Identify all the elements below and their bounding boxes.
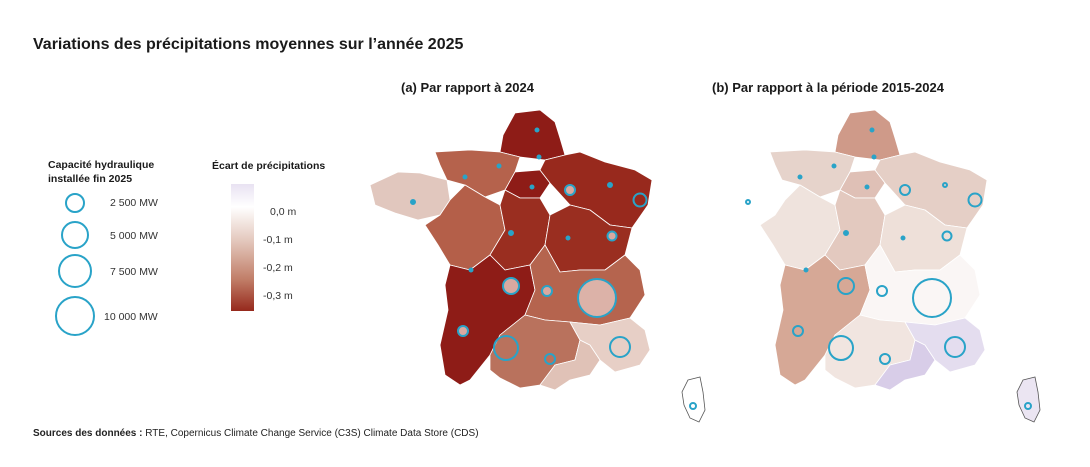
hydro-circle-b bbox=[828, 335, 854, 361]
hydro-circle-a bbox=[564, 184, 576, 196]
capacity-label-7500: 7 500 MW bbox=[110, 266, 158, 278]
region-bretagne-b bbox=[704, 171, 786, 221]
hydro-circle-b bbox=[942, 182, 948, 188]
hydro-circle-a bbox=[493, 335, 519, 361]
hydro-circle-a bbox=[508, 230, 514, 236]
capacity-legend-title: Capacité hydraulique installée fin 2025 bbox=[48, 159, 155, 185]
hydro-circle-b bbox=[871, 154, 877, 160]
hydro-circle-a bbox=[536, 154, 542, 160]
ecart-tick-1: -0,1 m bbox=[263, 234, 293, 246]
corsica-inset-a bbox=[681, 376, 706, 423]
hydro-circle-b bbox=[803, 267, 809, 273]
hydro-circle-b bbox=[944, 336, 966, 358]
hydro-circle-a bbox=[529, 184, 535, 190]
hydro-circle-a bbox=[457, 325, 469, 337]
chart-title: Variations des précipitations moyennes s… bbox=[33, 36, 464, 53]
hydro-circle-b bbox=[869, 127, 875, 133]
region-bretagne-a bbox=[369, 171, 451, 221]
map-a-title: (a) Par rapport à 2024 bbox=[401, 80, 534, 95]
hydro-circle-a bbox=[606, 230, 618, 242]
region-hauts-de-france-a bbox=[499, 109, 566, 161]
region-grand-est-a bbox=[539, 151, 653, 229]
capacity-circle-10000 bbox=[55, 296, 95, 336]
capacity-circle-2500 bbox=[65, 193, 85, 213]
capacity-circle-7500 bbox=[58, 254, 92, 288]
hydro-circle-b bbox=[900, 235, 906, 241]
hydro-circle-a bbox=[609, 336, 631, 358]
hydro-circle-b bbox=[879, 353, 891, 365]
hydro-circle-a bbox=[502, 277, 520, 295]
hydro-circle-a bbox=[534, 127, 540, 133]
hydro-circle-corsica-b bbox=[1024, 402, 1032, 410]
corsica-inset-b bbox=[1016, 376, 1041, 423]
hydro-circle-b bbox=[876, 285, 888, 297]
sources-footer: Sources des données : RTE, Copernicus Cl… bbox=[33, 428, 479, 439]
hydro-circle-b bbox=[792, 325, 804, 337]
hydro-circle-b bbox=[899, 184, 911, 196]
hydro-circle-b bbox=[864, 184, 870, 190]
hydro-circle-a bbox=[577, 278, 617, 318]
hydro-circle-a bbox=[496, 163, 502, 169]
sources-text: RTE, Copernicus Climate Change Service (… bbox=[142, 428, 479, 439]
region-hauts-de-france-b bbox=[834, 109, 901, 161]
hydro-circle-b bbox=[843, 230, 849, 236]
hydro-circle-b bbox=[837, 277, 855, 295]
hydro-circle-a bbox=[544, 353, 556, 365]
hydro-circle-a bbox=[468, 267, 474, 273]
capacity-circle-5000 bbox=[61, 221, 89, 249]
region-grand-est-b bbox=[874, 151, 988, 229]
ecart-legend-title: Écart de précipitations bbox=[212, 160, 326, 172]
capacity-label-5000: 5 000 MW bbox=[110, 230, 158, 242]
map-b-title: (b) Par rapport à la période 2015-2024 bbox=[712, 80, 944, 95]
hydro-circle-b bbox=[967, 192, 983, 208]
map-a-circles bbox=[410, 127, 648, 365]
hydro-circle-b bbox=[831, 163, 837, 169]
map-b-circles bbox=[745, 127, 983, 365]
capacity-label-10000: 10 000 MW bbox=[104, 311, 158, 323]
hydro-circle-a bbox=[462, 174, 468, 180]
ecart-tick-2: -0,2 m bbox=[263, 262, 293, 274]
ecart-tick-3: -0,3 m bbox=[263, 290, 293, 302]
ecart-tick-0: 0,0 m bbox=[270, 206, 297, 218]
corsica-a bbox=[681, 376, 706, 423]
sources-label: Sources des données : bbox=[33, 428, 143, 439]
hydro-circle-b bbox=[745, 199, 751, 205]
hydro-circle-a bbox=[607, 182, 613, 188]
hydro-circle-b bbox=[797, 174, 803, 180]
hydro-circle-a bbox=[565, 235, 571, 241]
hydro-circle-b bbox=[941, 230, 953, 242]
corsica-b bbox=[1016, 376, 1041, 423]
capacity-legend bbox=[55, 193, 95, 336]
capacity-label-2500: 2 500 MW bbox=[110, 197, 158, 209]
hydro-circle-a bbox=[632, 192, 648, 208]
hydro-circle-corsica-a bbox=[689, 402, 697, 410]
ecart-colorbar bbox=[231, 184, 254, 311]
hydro-circle-a bbox=[541, 285, 553, 297]
hydro-circle-b bbox=[912, 278, 952, 318]
hydro-circle-a bbox=[410, 199, 416, 205]
